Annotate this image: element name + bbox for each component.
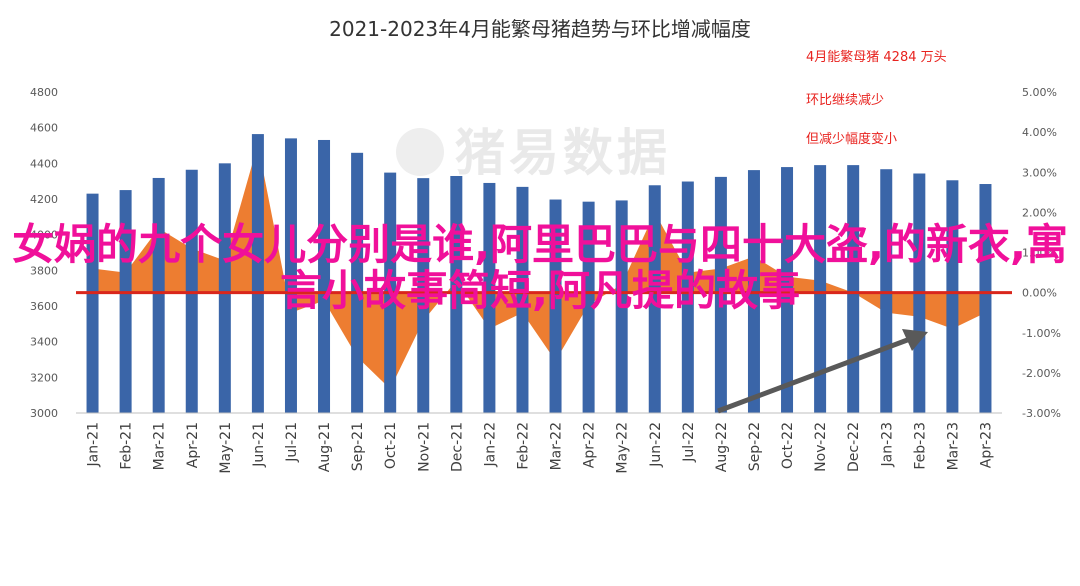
x-tick-label: Feb-23 — [912, 422, 928, 470]
right-tick-label: 0.00% — [1022, 287, 1057, 300]
right-tick-label: -1.00% — [1022, 327, 1061, 340]
left-tick-label: 4600 — [30, 122, 58, 135]
bar — [218, 163, 231, 413]
x-tick-label: Aug-22 — [714, 422, 730, 472]
x-tick-label: Jul-21 — [284, 422, 300, 463]
bar — [450, 175, 463, 413]
bar — [351, 152, 364, 414]
bar — [284, 138, 297, 413]
x-tick-label: Sep-22 — [747, 422, 763, 471]
x-tick-label: Jul-22 — [681, 422, 697, 463]
chart-title: 2021-2023年4月能繁母猪趋势与环比增减幅度 — [329, 17, 751, 41]
x-tick-label: Aug-21 — [317, 422, 333, 472]
x-tick-label: Jan-23 — [879, 422, 895, 467]
bar — [681, 181, 694, 413]
x-tick-label: Mar-22 — [549, 422, 565, 470]
x-tick-label: May-21 — [218, 422, 234, 474]
left-tick-label: 3200 — [30, 371, 58, 384]
arrow-head — [902, 329, 928, 351]
bar — [516, 186, 529, 413]
x-tick-label: Feb-22 — [515, 422, 531, 470]
bar — [979, 184, 992, 413]
right-axis-ticks: -3.00% -2.00% -1.00% 0.00% 1.00% 2.00% 3.00% 4.… — [1022, 86, 1061, 420]
left-tick-label: 3000 — [30, 407, 58, 420]
left-tick-label: 3800 — [30, 264, 58, 277]
x-tick-label: Jun-21 — [251, 422, 267, 468]
left-tick-label: 4200 — [30, 193, 58, 206]
bar — [119, 190, 132, 413]
x-tick-label: Jun-22 — [648, 422, 664, 468]
right-tick-label: -2.00% — [1022, 367, 1061, 380]
arrow-shaft — [717, 336, 911, 414]
right-tick-label: 4.00% — [1022, 126, 1057, 139]
watermark: 猪易数据 — [396, 124, 671, 182]
annotation-text: 环比继续减少 — [806, 93, 884, 108]
x-tick-label: Apr-22 — [582, 422, 598, 468]
x-tick-label: Mar-23 — [945, 422, 961, 470]
bar — [946, 180, 959, 413]
x-tick-label: May-22 — [615, 422, 631, 474]
right-tick-label: -3.00% — [1022, 407, 1061, 420]
x-axis-ticks: Jan-21 Feb-21 Mar-21 Apr-21 May-21 Jun-21 Jul-… — [86, 422, 995, 474]
bar — [615, 200, 628, 413]
bar-series — [86, 134, 992, 414]
x-tick-label: Feb-21 — [119, 422, 135, 470]
left-axis-ticks: 3000 3200 3400 3600 3800 4000 4200 4400 4600 4800 — [30, 86, 58, 420]
bar — [318, 139, 331, 413]
left-tick-label: 3400 — [30, 336, 58, 349]
left-tick-label: 3600 — [30, 300, 58, 313]
bar — [483, 182, 496, 413]
axes — [76, 291, 1012, 414]
right-tick-label: 3.00% — [1022, 166, 1057, 179]
overlay-headline: 女娲的九个女儿分别是谁,阿里巴巴与四十大盗,的新衣,寓言小故事简短,阿凡提的故事 — [12, 220, 1068, 315]
x-tick-label: Nov-21 — [416, 422, 432, 472]
bar — [86, 193, 99, 413]
left-tick-label: 4400 — [30, 157, 58, 170]
bar — [814, 165, 827, 413]
x-tick-label: Mar-21 — [152, 422, 168, 470]
x-tick-label: Nov-22 — [813, 422, 829, 472]
x-tick-label: Dec-21 — [449, 422, 465, 472]
bar — [880, 169, 893, 413]
x-tick-label: Sep-21 — [350, 422, 366, 471]
bar — [152, 177, 165, 413]
x-tick-label: Jan-21 — [86, 422, 102, 467]
x-tick-label: Oct-22 — [780, 422, 796, 469]
bar — [714, 176, 727, 413]
left-tick-label: 4000 — [30, 229, 58, 242]
trend-arrow — [717, 329, 928, 414]
x-tick-label: Apr-23 — [978, 422, 994, 468]
x-tick-label: Oct-21 — [383, 422, 399, 469]
right-tick-label: 1.00% — [1022, 247, 1057, 260]
bar — [847, 165, 860, 413]
right-tick-label: 2.00% — [1022, 206, 1057, 219]
annotation-text: 但减少幅度变小 — [806, 131, 897, 147]
area-series — [92, 144, 986, 389]
bar — [549, 199, 562, 413]
annotation-text: 4月能繁母猪 4284 万头 — [806, 49, 947, 65]
bar — [417, 178, 430, 413]
left-tick-label: 4800 — [30, 86, 58, 99]
watermark-text: 猪易数据 — [455, 124, 671, 182]
bar — [781, 167, 794, 413]
x-tick-label: Dec-22 — [846, 422, 862, 472]
area-fill — [92, 144, 986, 389]
bar — [648, 185, 661, 413]
x-tick-label: Apr-21 — [185, 422, 201, 468]
bar — [251, 134, 264, 413]
x-tick-label: Jan-22 — [482, 422, 498, 467]
bar — [582, 201, 595, 413]
right-tick-label: 5.00% — [1022, 86, 1057, 99]
